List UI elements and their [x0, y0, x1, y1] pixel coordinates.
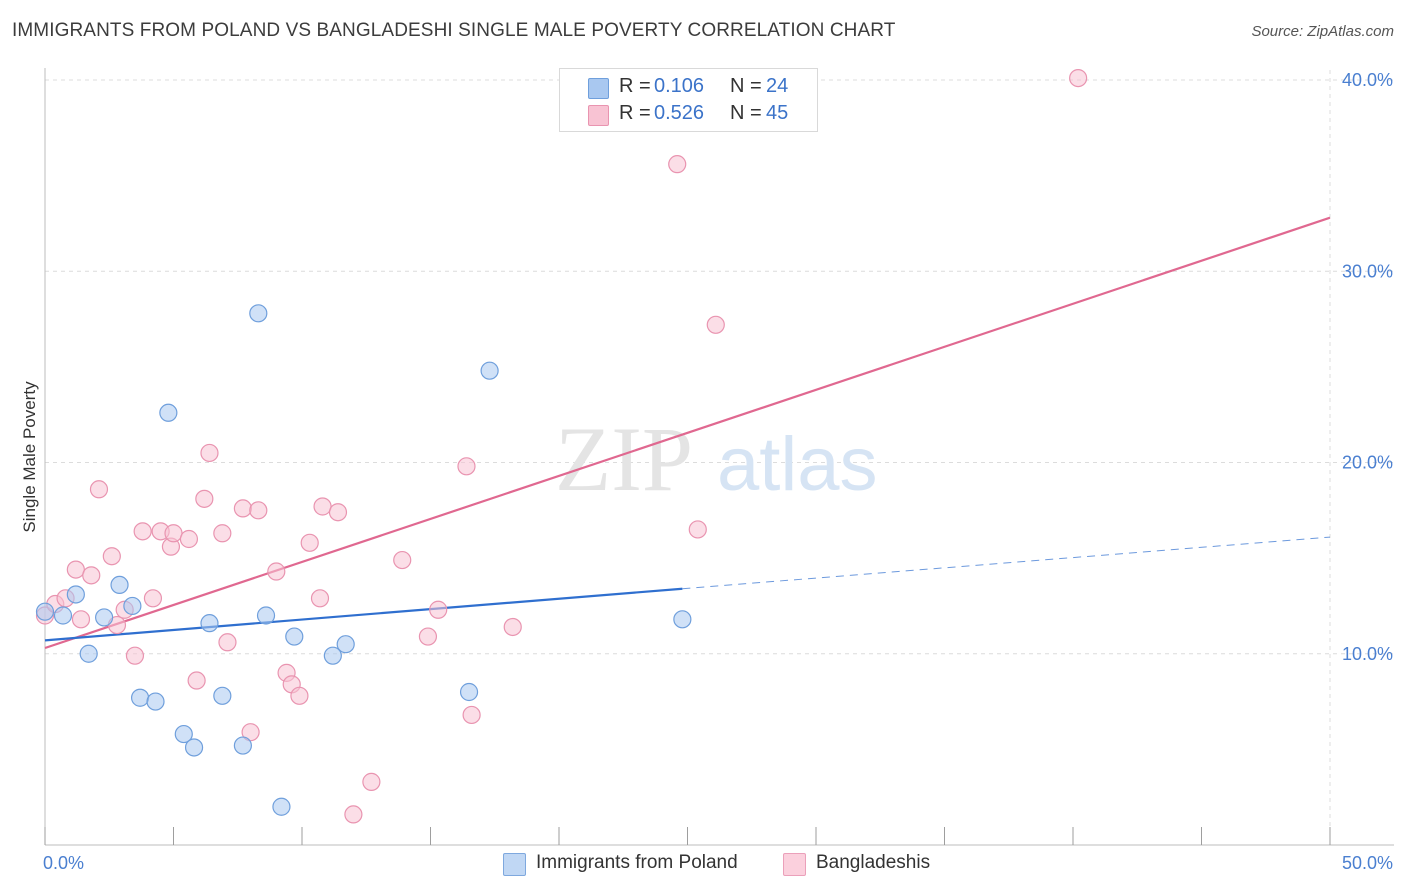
legend-swatch-bangladeshi [588, 105, 609, 126]
y-axis-label: Single Male Poverty [20, 381, 39, 533]
legend-n-label: N = [730, 102, 762, 124]
y-tick-label: 40.0% [1342, 70, 1393, 90]
y-tick-label: 10.0% [1342, 644, 1393, 664]
point-poland [249, 304, 268, 323]
point-bangladeshi [706, 315, 725, 334]
point-bangladeshi [164, 524, 183, 543]
point-poland [130, 688, 150, 707]
point-poland [673, 610, 692, 629]
legend-r-value-bangladeshi: 0.526 [654, 102, 705, 124]
point-bangladeshi [66, 560, 85, 579]
trend-line-poland [44, 587, 683, 642]
legend-r-label: R = [619, 102, 651, 124]
legend-swatch-poland [588, 78, 609, 99]
point-bangladeshi [89, 480, 109, 499]
point-poland [123, 596, 142, 616]
series-swatch-bangladeshi [783, 853, 806, 876]
legend-r-value-poland: 0.106 [654, 75, 705, 97]
point-bangladeshi [267, 562, 286, 581]
correlation-legend: R = 0.106 N = 24 R = 0.526 N = 45 [559, 68, 818, 132]
point-poland [35, 602, 55, 621]
point-poland [146, 692, 165, 711]
point-bangladeshi [300, 533, 319, 552]
point-bangladeshi [362, 772, 381, 791]
point-poland [110, 575, 129, 595]
point-bangladeshi [1069, 68, 1088, 88]
point-bangladeshi [179, 529, 199, 549]
point-poland [95, 608, 114, 627]
point-bangladeshi [102, 547, 121, 566]
point-poland [336, 635, 355, 654]
point-poland [272, 797, 291, 816]
point-poland [233, 736, 252, 755]
point-poland [459, 682, 479, 702]
point-poland [66, 585, 85, 604]
point-bangladeshi [310, 589, 330, 608]
point-poland [184, 738, 204, 757]
point-bangladeshi [195, 489, 214, 508]
y-tick-label: 30.0% [1342, 261, 1393, 281]
legend-n-value-poland: 24 [766, 75, 789, 97]
point-bangladeshi [457, 457, 476, 476]
axes [44, 68, 1394, 846]
point-poland [323, 646, 342, 665]
x-tick-label: 0.0% [43, 853, 84, 873]
point-poland [213, 686, 232, 705]
point-bangladeshi [143, 589, 163, 608]
point-bangladeshi [218, 633, 237, 652]
point-bangladeshi [125, 646, 145, 665]
series-swatch-poland [503, 853, 526, 876]
legend-n-value-bangladeshi: 45 [766, 102, 789, 124]
point-bangladeshi [82, 566, 101, 585]
point-bangladeshi [241, 723, 260, 742]
watermark: ZIP atlas [555, 408, 878, 510]
point-bangladeshi [71, 610, 91, 629]
y-tick-label: 20.0% [1342, 453, 1393, 473]
point-poland [285, 627, 304, 646]
watermark-atlas: atlas [717, 422, 878, 507]
trend-lines [44, 216, 1331, 650]
point-bangladeshi [668, 155, 687, 174]
tick-labels: 10.0% 20.0% 30.0% 40.0% 0.0% 50.0% [43, 70, 1393, 873]
point-bangladeshi [418, 627, 438, 646]
point-bangladeshi [249, 501, 268, 520]
point-bangladeshi [213, 524, 232, 543]
point-bangladeshi [462, 705, 481, 725]
legend-n-label: N = [730, 75, 762, 97]
point-bangladeshi [200, 443, 219, 463]
x-tick-label: 50.0% [1342, 853, 1393, 873]
point-bangladeshi [187, 671, 206, 690]
point-bangladeshi [328, 503, 348, 522]
series-label-poland: Immigrants from Poland [536, 852, 738, 873]
data-points [35, 68, 1088, 824]
point-bangladeshi [233, 499, 252, 518]
trend-line-bangladeshi [44, 216, 1331, 650]
point-poland [174, 724, 193, 744]
point-bangladeshi [133, 522, 152, 541]
point-poland [480, 361, 499, 380]
point-bangladeshi [344, 805, 363, 824]
point-poland [79, 644, 98, 663]
point-bangladeshi [503, 617, 522, 637]
series-label-bangladeshi: Bangladeshis [816, 852, 931, 873]
point-bangladeshi [688, 520, 707, 539]
point-poland [159, 403, 178, 422]
chart-title: IMMIGRANTS FROM POLAND VS BANGLADESHI SI… [12, 20, 896, 41]
legend-r-label: R = [619, 75, 651, 97]
trend-line-poland-extrapolated [682, 536, 1331, 590]
point-poland [200, 614, 219, 633]
point-poland [53, 606, 73, 625]
point-poland [256, 606, 276, 625]
watermark-zip: ZIP [555, 408, 693, 510]
point-bangladeshi [313, 497, 332, 516]
source-label: Source: ZipAtlas.com [1251, 23, 1394, 40]
point-bangladeshi [429, 600, 448, 619]
point-bangladeshi [393, 550, 412, 570]
point-bangladeshi [290, 686, 309, 705]
